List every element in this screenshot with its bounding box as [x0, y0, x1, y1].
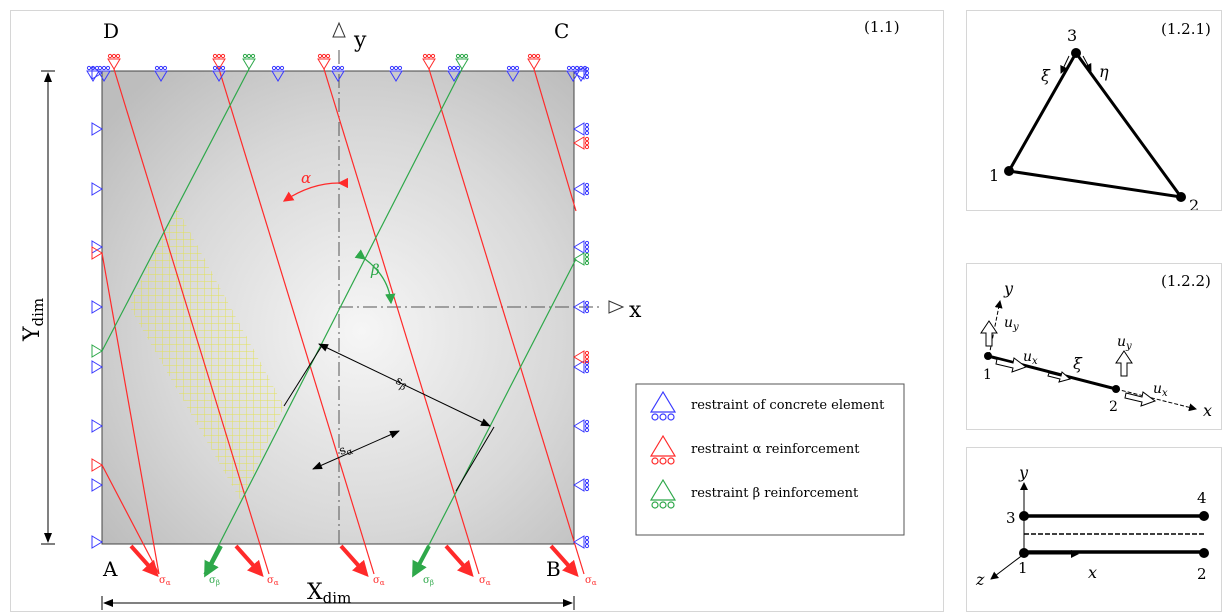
- alpha-angle-label: α: [301, 169, 311, 187]
- x-axis-arrowhead: [609, 301, 623, 313]
- main-panel: σα σβ σα σα σβ σα σα α β sβ sα y x A B C…: [10, 10, 944, 612]
- ux-label-1: ux: [1023, 349, 1038, 367]
- uy-arrow-2: [1116, 351, 1132, 376]
- restraint-support-icon: [92, 361, 102, 373]
- restraint-support-icon: [574, 137, 589, 149]
- beam-panel: y x z 1 2 3 4: [966, 447, 1222, 612]
- triangle-element: [1009, 53, 1181, 197]
- panel-label-1-2-2: (1.2.2): [1161, 272, 1211, 290]
- legend-label: restraint α reinforcement: [691, 442, 860, 457]
- triangle-node-label-2: 2: [1189, 196, 1199, 210]
- triangle-node-2: [1176, 192, 1186, 202]
- stress-label-alpha-3: σα: [373, 575, 385, 587]
- panel-label-1-2-1: (1.2.1): [1161, 20, 1211, 38]
- triangle-node-3: [1071, 48, 1081, 58]
- triangle-node-1: [1004, 166, 1014, 176]
- restraint-support-icon: [318, 54, 330, 69]
- beta-angle-label: β: [370, 261, 380, 279]
- ux-arrow-2: [1125, 392, 1155, 406]
- restraint-support-icon: [574, 241, 589, 253]
- restraint-support-icon: [92, 241, 102, 253]
- x-axis-label: x: [629, 298, 642, 323]
- legend-label: restraint of concrete element: [691, 398, 885, 413]
- stress-label-alpha-2: σα: [267, 575, 279, 587]
- beam-node-1: [1019, 548, 1029, 558]
- restraint-support-icon: [92, 301, 102, 313]
- ux-label-2: ux: [1153, 381, 1168, 399]
- restraint-support-icon: [423, 54, 435, 69]
- restraint-support-icon: [92, 420, 102, 432]
- uy-arrow-1: [981, 321, 997, 346]
- bar-element: [988, 356, 1116, 389]
- beam-node-label-1: 1: [1018, 559, 1028, 577]
- stress-label-alpha-5: σα: [585, 575, 597, 587]
- restraint-support-icon: [92, 183, 102, 195]
- bar-node-2: [1112, 385, 1120, 393]
- uy-label-1: uy: [1004, 315, 1019, 333]
- beam-node-label-4: 4: [1197, 489, 1207, 507]
- y-dim-label: Ydim: [20, 298, 47, 342]
- restraint-support-icon: [92, 536, 102, 548]
- beam-z-label: z: [975, 570, 985, 589]
- beam-node-label-2: 2: [1197, 565, 1207, 583]
- restraint-support-icon: [574, 183, 589, 195]
- stress-arrows: [131, 546, 576, 574]
- bar-panel: y x uy ux ξ uy ux 1 2 (1.2.2): [966, 263, 1222, 430]
- y-axis-arrowhead: [333, 23, 345, 37]
- stress-label-alpha-1: σα: [159, 575, 171, 587]
- restraint-support-icon: [574, 253, 589, 265]
- main-diagram: σα σβ σα σα σβ σα σα α β sβ sα y x A B C…: [11, 11, 943, 611]
- triangle-node-label-3: 3: [1067, 26, 1077, 45]
- x-dim-label: Xdim: [307, 580, 351, 607]
- beam-node-2: [1199, 548, 1209, 558]
- restraint-support-icon: [92, 123, 102, 135]
- restraint-support-icon: [574, 420, 589, 432]
- restraint-support-icon: [92, 459, 102, 471]
- bar-y-label: y: [1003, 279, 1014, 298]
- corner-c-label: C: [554, 19, 569, 43]
- corner-d-label: D: [103, 19, 119, 43]
- beam-node-4: [1199, 511, 1209, 521]
- y-axis-label: y: [353, 28, 367, 53]
- restraint-support-icon: [574, 123, 589, 135]
- restraint-support-icon: [528, 54, 540, 69]
- bar-node-1: [984, 352, 992, 360]
- legend-label: restraint β reinforcement: [691, 486, 859, 501]
- panel-label-1-1: (1.1): [864, 18, 900, 36]
- corner-b-label: B: [546, 557, 561, 581]
- bar-x-label: x: [1203, 401, 1212, 420]
- corner-a-label: A: [102, 557, 118, 581]
- xi-label: ξ: [1041, 66, 1051, 85]
- uy-label-2: uy: [1117, 334, 1132, 352]
- bar-node-label-2: 2: [1109, 399, 1118, 415]
- restraint-support-icon: [574, 479, 589, 491]
- beam-y-label: y: [1018, 463, 1029, 482]
- restraint-support-icon: [574, 536, 589, 548]
- triangle-panel: 1 2 3 ξ η (1.2.1): [966, 10, 1222, 211]
- restraint-support-icon: [92, 247, 102, 259]
- restraint-support-icon: [92, 479, 102, 491]
- triangle-node-label-1: 1: [989, 166, 999, 185]
- stress-label-beta-2: σβ: [423, 575, 434, 587]
- xi-label-bar: ξ: [1073, 354, 1083, 373]
- restraint-support-icon: [92, 67, 102, 79]
- ux-arrow-1: [996, 358, 1026, 372]
- beam-element-diagram: y x z 1 2 3 4: [967, 448, 1221, 611]
- bar-element-diagram: y x uy ux ξ uy ux 1 2 (1.2.2): [967, 264, 1221, 429]
- triangle-element-diagram: 1 2 3 ξ η (1.2.1): [967, 11, 1221, 210]
- restraint-support-icon: [92, 345, 102, 357]
- restraint-support-icon: [243, 54, 255, 69]
- stress-label-beta-1: σβ: [209, 575, 220, 587]
- beam-node-3: [1019, 511, 1029, 521]
- beam-x-label: x: [1088, 563, 1097, 582]
- bar-node-label-1: 1: [983, 367, 992, 383]
- restraint-support-icon: [108, 54, 120, 69]
- beam-node-label-3: 3: [1006, 509, 1016, 527]
- stress-label-alpha-4: σα: [479, 575, 491, 587]
- eta-label: η: [1099, 62, 1109, 81]
